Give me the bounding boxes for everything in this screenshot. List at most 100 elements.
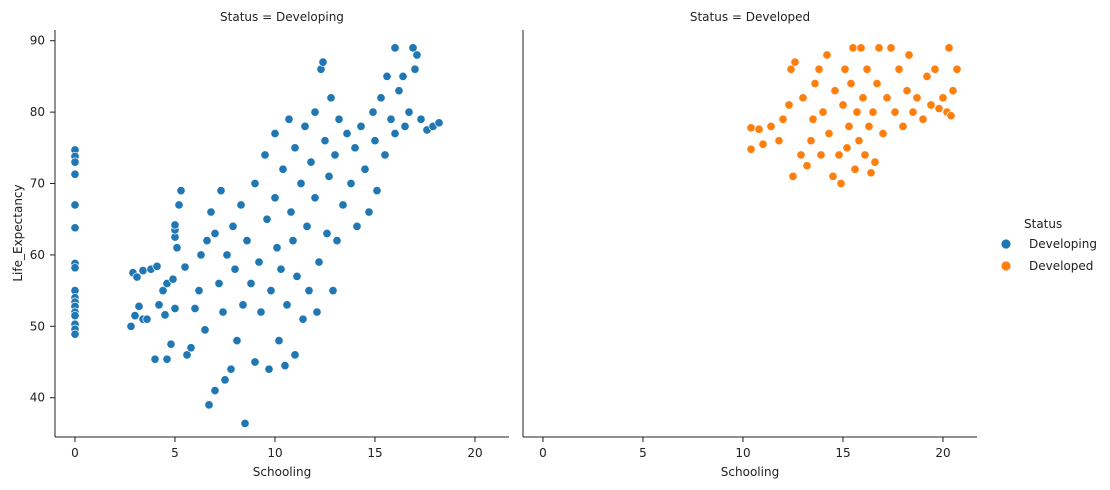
scatter-points bbox=[70, 43, 444, 428]
data-point bbox=[220, 375, 230, 385]
data-point bbox=[922, 71, 932, 81]
data-point bbox=[774, 136, 784, 146]
data-point bbox=[260, 150, 270, 160]
data-point bbox=[218, 307, 228, 317]
data-point bbox=[830, 86, 840, 96]
data-point bbox=[342, 128, 352, 139]
data-point bbox=[852, 107, 862, 117]
data-point bbox=[210, 386, 220, 396]
data-point bbox=[766, 121, 776, 131]
data-point bbox=[746, 123, 756, 133]
data-point bbox=[398, 71, 408, 81]
data-point bbox=[256, 307, 266, 317]
data-point bbox=[180, 262, 190, 272]
data-point bbox=[240, 418, 250, 428]
data-point bbox=[868, 107, 878, 117]
x-tick-label: 15 bbox=[367, 446, 382, 460]
data-point bbox=[298, 314, 308, 324]
data-point bbox=[190, 303, 200, 314]
data-point bbox=[310, 107, 320, 117]
data-point bbox=[828, 171, 838, 181]
data-point bbox=[300, 121, 310, 131]
data-point bbox=[168, 274, 178, 284]
data-point bbox=[810, 79, 820, 89]
data-point bbox=[174, 200, 184, 210]
data-point bbox=[314, 257, 324, 267]
y-tick-label: 70 bbox=[30, 177, 45, 191]
data-point bbox=[326, 93, 336, 103]
panel-title: Status = Developing bbox=[220, 10, 344, 24]
data-point bbox=[328, 286, 338, 296]
data-point bbox=[754, 124, 764, 134]
data-point bbox=[860, 150, 870, 160]
data-point bbox=[290, 350, 300, 360]
data-point bbox=[196, 250, 206, 260]
data-point bbox=[142, 314, 152, 324]
data-point bbox=[292, 271, 302, 281]
data-point bbox=[126, 321, 136, 331]
legend-label-developed: Developed bbox=[1029, 259, 1093, 273]
data-point bbox=[204, 400, 214, 410]
data-point bbox=[796, 150, 806, 160]
data-point bbox=[788, 171, 798, 181]
data-point bbox=[372, 186, 382, 196]
data-point bbox=[306, 157, 316, 167]
data-point bbox=[202, 236, 212, 246]
data-point bbox=[312, 307, 322, 317]
data-point bbox=[278, 164, 288, 174]
data-point bbox=[400, 121, 410, 131]
data-point bbox=[862, 64, 872, 74]
data-point bbox=[412, 50, 422, 60]
data-point bbox=[338, 200, 348, 210]
x-tick-label: 10 bbox=[735, 446, 750, 460]
data-point bbox=[200, 325, 210, 335]
data-point bbox=[814, 64, 824, 74]
data-point bbox=[262, 214, 272, 224]
data-point bbox=[160, 310, 170, 320]
data-point bbox=[836, 178, 846, 189]
data-point bbox=[380, 150, 390, 160]
data-point bbox=[318, 57, 328, 67]
data-point bbox=[842, 143, 852, 153]
x-tick-label: 20 bbox=[935, 446, 950, 460]
data-point bbox=[270, 193, 280, 203]
data-point bbox=[226, 364, 236, 374]
data-point bbox=[874, 43, 884, 53]
data-point bbox=[250, 357, 260, 367]
data-point bbox=[386, 114, 396, 124]
y-tick-label: 80 bbox=[30, 105, 45, 119]
y-tick-label: 60 bbox=[30, 248, 45, 262]
x-tick-label: 10 bbox=[267, 446, 282, 460]
data-point bbox=[854, 136, 864, 146]
data-point bbox=[934, 103, 944, 114]
panel-developing: Status = Developing 0 5 10 15 20 40 50 60 70 80 90… bbox=[11, 10, 509, 479]
data-point bbox=[150, 354, 160, 364]
data-point bbox=[848, 43, 858, 53]
data-point bbox=[904, 50, 914, 60]
data-point bbox=[902, 86, 912, 96]
x-tick-label: 5 bbox=[639, 446, 647, 460]
data-point bbox=[948, 86, 958, 96]
data-point bbox=[394, 86, 404, 96]
data-point bbox=[138, 266, 148, 276]
data-point bbox=[254, 257, 264, 267]
data-point bbox=[134, 301, 144, 311]
data-point bbox=[360, 164, 370, 174]
data-point bbox=[296, 178, 306, 189]
data-point bbox=[858, 93, 868, 103]
data-point bbox=[886, 43, 896, 53]
data-point bbox=[230, 264, 240, 274]
data-point bbox=[274, 336, 284, 346]
data-point bbox=[364, 207, 374, 217]
data-point bbox=[302, 221, 312, 231]
panel-developed: Status = Developed 0 5 10 15 20 Schooling bbox=[522, 10, 977, 479]
axis-ticks: 0 5 10 15 20 40 50 60 70 80 90 bbox=[30, 34, 483, 460]
data-point bbox=[356, 121, 366, 131]
data-point bbox=[872, 79, 882, 89]
data-point bbox=[304, 286, 314, 296]
data-point bbox=[878, 128, 888, 139]
data-point bbox=[332, 236, 342, 246]
data-point bbox=[824, 128, 834, 139]
data-point bbox=[152, 261, 162, 271]
